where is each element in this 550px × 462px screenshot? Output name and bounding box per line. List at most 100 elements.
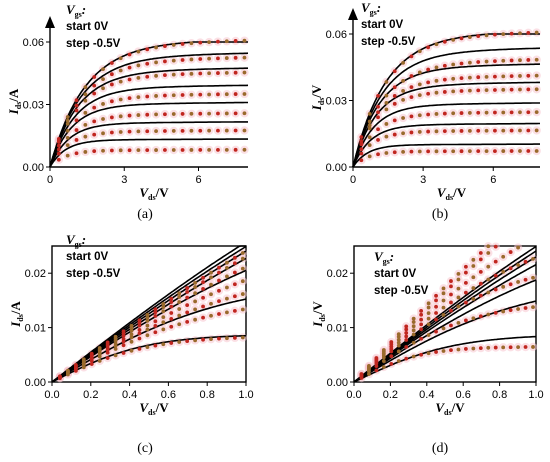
measured-point	[434, 329, 438, 334]
measured-point	[401, 131, 405, 136]
x-tick-label: 0.6	[161, 389, 176, 401]
measured-point	[404, 334, 409, 339]
measured-point	[180, 112, 185, 116]
measured-point	[478, 269, 483, 274]
measured-point	[396, 332, 401, 337]
measured-point	[442, 39, 447, 44]
measured-point	[518, 31, 522, 36]
measured-point	[145, 47, 150, 52]
vgs-label: Vgs:	[66, 2, 86, 19]
measured-point	[233, 147, 238, 152]
measured-point	[501, 345, 506, 350]
measured-point	[101, 117, 105, 121]
measured-point	[534, 87, 539, 92]
measured-point	[185, 290, 190, 294]
measured-point	[242, 92, 247, 96]
vgs-colon: :	[390, 249, 394, 264]
measured-point	[442, 63, 447, 68]
measured-point	[434, 304, 438, 309]
measured-point	[121, 351, 126, 355]
measured-point	[449, 284, 453, 289]
measured-point	[153, 330, 158, 335]
measured-point	[217, 299, 221, 304]
measured-point	[501, 254, 506, 259]
measured-point	[508, 266, 513, 271]
measured-point	[89, 358, 94, 363]
measured-point	[153, 319, 158, 324]
measured-point	[493, 259, 498, 264]
measured-point	[240, 266, 245, 271]
measured-point	[531, 345, 535, 349]
measured-point	[411, 332, 416, 337]
panel-label: (b)	[432, 207, 449, 222]
measured-point	[409, 130, 414, 135]
measured-point	[242, 147, 247, 152]
measured-point	[121, 337, 126, 341]
measured-point	[384, 93, 389, 98]
measured-point	[509, 58, 514, 63]
measured-point	[109, 130, 114, 135]
measured-point	[471, 297, 476, 301]
y-tick-label: 0.00	[23, 162, 44, 174]
measured-point	[81, 365, 86, 370]
measured-point	[65, 143, 70, 148]
measured-point	[189, 148, 194, 152]
measured-point	[409, 114, 414, 119]
measured-point	[207, 111, 212, 116]
measured-point	[409, 74, 414, 78]
chart-panel-d: 0.0 0.2 0.4 0.6 0.8 1.0 0.00 0.01 0.02 Vgs: start …	[310, 242, 544, 456]
measured-point	[242, 55, 247, 60]
measured-point	[240, 292, 245, 296]
measured-point	[97, 359, 102, 363]
chart-panel-b: 0 3 6 0.00 0.03 0.06 Vgs: start 0V step -0.5V Vds…	[309, 0, 541, 222]
measured-point	[409, 149, 414, 154]
x-axis-label: Vds/V	[139, 185, 169, 202]
measured-point	[526, 128, 531, 133]
measured-point	[376, 115, 380, 120]
measured-point	[516, 307, 520, 311]
measured-point	[442, 149, 447, 154]
measured-point	[389, 361, 394, 366]
measured-series-7	[54, 145, 249, 164]
measured-point	[161, 342, 166, 347]
measured-point	[367, 119, 372, 124]
measured-point	[508, 250, 513, 254]
measured-dots-6	[56, 128, 247, 156]
measured-point	[478, 314, 483, 319]
measured-dots-3	[359, 245, 520, 377]
measured-point	[216, 147, 220, 152]
measured-point	[434, 65, 439, 70]
measured-point	[198, 57, 203, 61]
measured-point	[118, 79, 123, 84]
measured-point	[486, 290, 491, 295]
measured-point	[169, 341, 174, 345]
measured-point	[434, 90, 439, 95]
measured-point	[163, 44, 167, 48]
measured-point	[417, 113, 422, 118]
measured-point	[493, 287, 498, 292]
measured-point	[65, 153, 70, 158]
measured-point	[163, 73, 167, 78]
measured-point	[434, 112, 439, 116]
measured-point	[484, 110, 489, 115]
measured-point	[449, 323, 453, 328]
measured-point	[442, 90, 447, 94]
measured-point	[154, 60, 158, 65]
measured-point	[233, 70, 238, 75]
x-tick-label: 0.0	[346, 389, 361, 401]
measured-point	[451, 37, 456, 42]
measured-point	[240, 279, 245, 284]
measured-point	[163, 129, 167, 133]
measured-point	[136, 113, 141, 117]
measured-point	[137, 336, 142, 341]
measured-point	[224, 70, 229, 75]
model-curve-6	[49, 121, 248, 168]
x-tick-label: 0.4	[122, 389, 137, 401]
measured-point	[451, 62, 456, 67]
measured-point	[129, 335, 134, 340]
measured-point	[145, 323, 150, 328]
measured-point	[476, 75, 481, 80]
measured-point	[516, 345, 520, 350]
vgs-annotation: Vgs: start 0V step -0.5V	[66, 2, 121, 50]
